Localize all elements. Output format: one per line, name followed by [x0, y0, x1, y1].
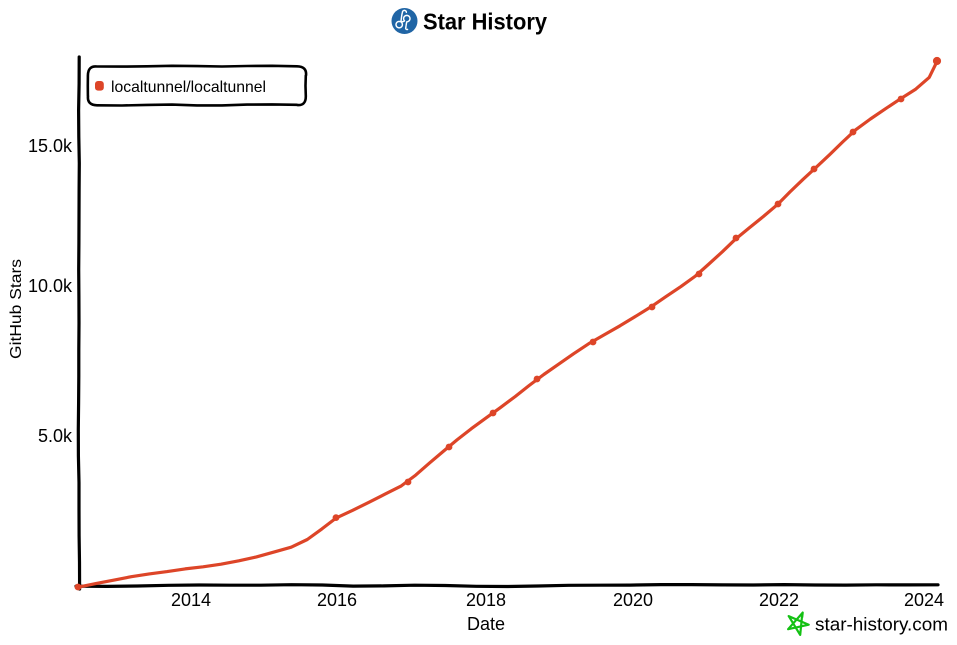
- svg-text:2022: 2022: [759, 590, 799, 610]
- svg-text:2024: 2024: [904, 590, 944, 610]
- svg-text:Star History: Star History: [423, 9, 547, 35]
- svg-text:star-history.com: star-history.com: [815, 615, 948, 635]
- svg-text:2020: 2020: [613, 590, 653, 610]
- svg-text:2018: 2018: [466, 590, 506, 610]
- svg-text:15.0k: 15.0k: [28, 136, 73, 156]
- svg-text:10.0k: 10.0k: [28, 276, 73, 296]
- svg-text:2014: 2014: [171, 590, 211, 610]
- svg-text:5.0k: 5.0k: [38, 426, 73, 446]
- svg-text:Date: Date: [467, 614, 505, 634]
- svg-text:GitHub Stars: GitHub Stars: [8, 259, 25, 359]
- svg-text:localtunnel/localtunnel: localtunnel/localtunnel: [111, 79, 266, 96]
- svg-text:2016: 2016: [317, 590, 357, 610]
